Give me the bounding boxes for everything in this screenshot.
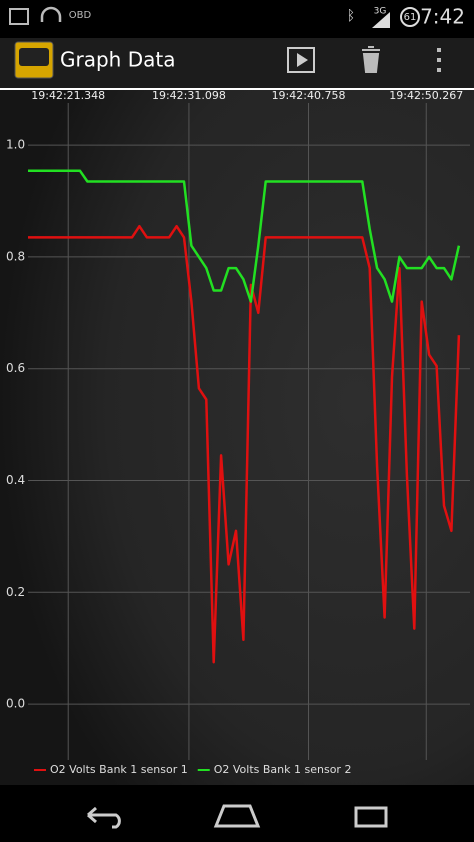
play-icon: [297, 53, 308, 67]
x-tick-label: 19:42:31.098: [152, 89, 226, 102]
series-line: [28, 224, 461, 664]
y-tick-label: 1.0: [6, 138, 25, 152]
app-icon-engine: [19, 48, 49, 66]
nav-bar: [0, 785, 474, 842]
app-bar-divider: [0, 88, 474, 90]
battery-level: 61: [404, 12, 417, 23]
y-tick-label: 0.4: [6, 473, 25, 487]
app-title: Graph Data: [60, 48, 175, 72]
signal-icon: [372, 12, 390, 28]
recents-button[interactable]: [354, 806, 388, 828]
legend-label: O2 Volts Bank 1 sensor 2: [214, 763, 352, 776]
back-button[interactable]: [87, 806, 121, 829]
chart: 0.0 0.2 0.4 0.6 0.8 1.0 19:42:21.348 19:42:31.0…: [6, 89, 470, 776]
series-line: [28, 169, 461, 303]
network-type: 3G: [374, 7, 387, 17]
x-tick-label: 19:42:21.348: [31, 89, 105, 102]
legend-label: O2 Volts Bank 1 sensor 1: [50, 763, 188, 776]
chart-background: [0, 90, 474, 785]
battery-icon: [400, 7, 420, 27]
x-tick-label: 19:42:40.758: [272, 89, 346, 102]
delete-button[interactable]: [362, 46, 380, 73]
y-tick-label: 0.2: [6, 585, 25, 599]
clock: 7:42: [420, 5, 465, 29]
status-bar: [0, 0, 474, 38]
y-tick-label: 0.6: [6, 361, 25, 375]
home-button[interactable]: [213, 804, 261, 828]
play-button[interactable]: [287, 47, 315, 73]
x-tick-label: 19:42:50.267: [389, 89, 463, 102]
y-tick-label: 0.8: [6, 249, 25, 263]
overflow-menu[interactable]: [437, 48, 441, 72]
y-tick-label: 0.0: [6, 697, 25, 711]
app-bar: [0, 38, 474, 88]
image-icon: [9, 8, 29, 25]
obd-status: OBD: [69, 10, 92, 21]
bluetooth-icon: ᛒ: [347, 8, 355, 24]
headset-icon: [40, 6, 62, 22]
